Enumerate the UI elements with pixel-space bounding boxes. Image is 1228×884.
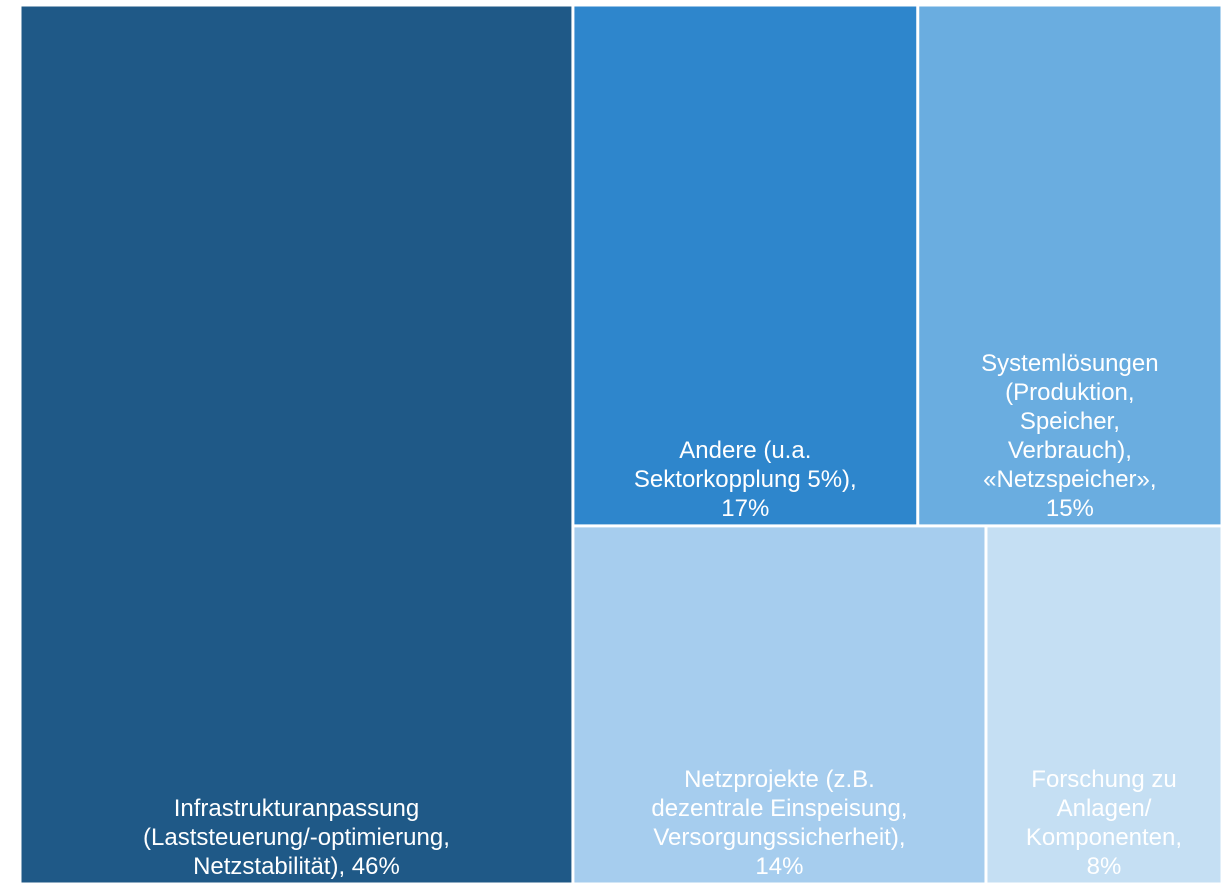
tile-label: dezentrale Einspeisung, bbox=[651, 795, 907, 822]
tile-label: Komponenten, bbox=[1026, 824, 1182, 851]
tile-label: Netzprojekte (z.B. bbox=[684, 766, 875, 793]
tile bbox=[987, 527, 1221, 883]
tile-label: 8% bbox=[1087, 853, 1122, 880]
tile-label: (Produktion, bbox=[1005, 379, 1134, 406]
tile-label: Forschung zu bbox=[1031, 766, 1176, 793]
tile-label: Speicher, bbox=[1020, 408, 1120, 435]
tile bbox=[574, 6, 917, 525]
tile-label: Systemlösungen bbox=[981, 350, 1158, 377]
tile-label: Infrastrukturanpassung bbox=[174, 795, 419, 822]
tile-label: Andere (u.a. bbox=[679, 437, 811, 464]
tile bbox=[574, 527, 985, 883]
tile bbox=[919, 6, 1221, 525]
tile-label: Netzstabilität), 46% bbox=[193, 853, 400, 880]
tile-label: Sektorkopplung 5%), bbox=[634, 466, 857, 493]
tile-label: Versorgungssicherheit), bbox=[653, 824, 905, 851]
tile-label: Verbrauch), bbox=[1008, 437, 1132, 464]
tile-label: «Netzspeicher», bbox=[983, 466, 1156, 493]
tile bbox=[21, 6, 572, 883]
tile-label: 15% bbox=[1046, 495, 1094, 522]
tile-label: Anlagen/ bbox=[1057, 795, 1152, 822]
tile-label: 17% bbox=[721, 495, 769, 522]
tile-label: (Laststeuerung/-optimierung, bbox=[143, 824, 450, 851]
tile-label: 14% bbox=[755, 853, 803, 880]
